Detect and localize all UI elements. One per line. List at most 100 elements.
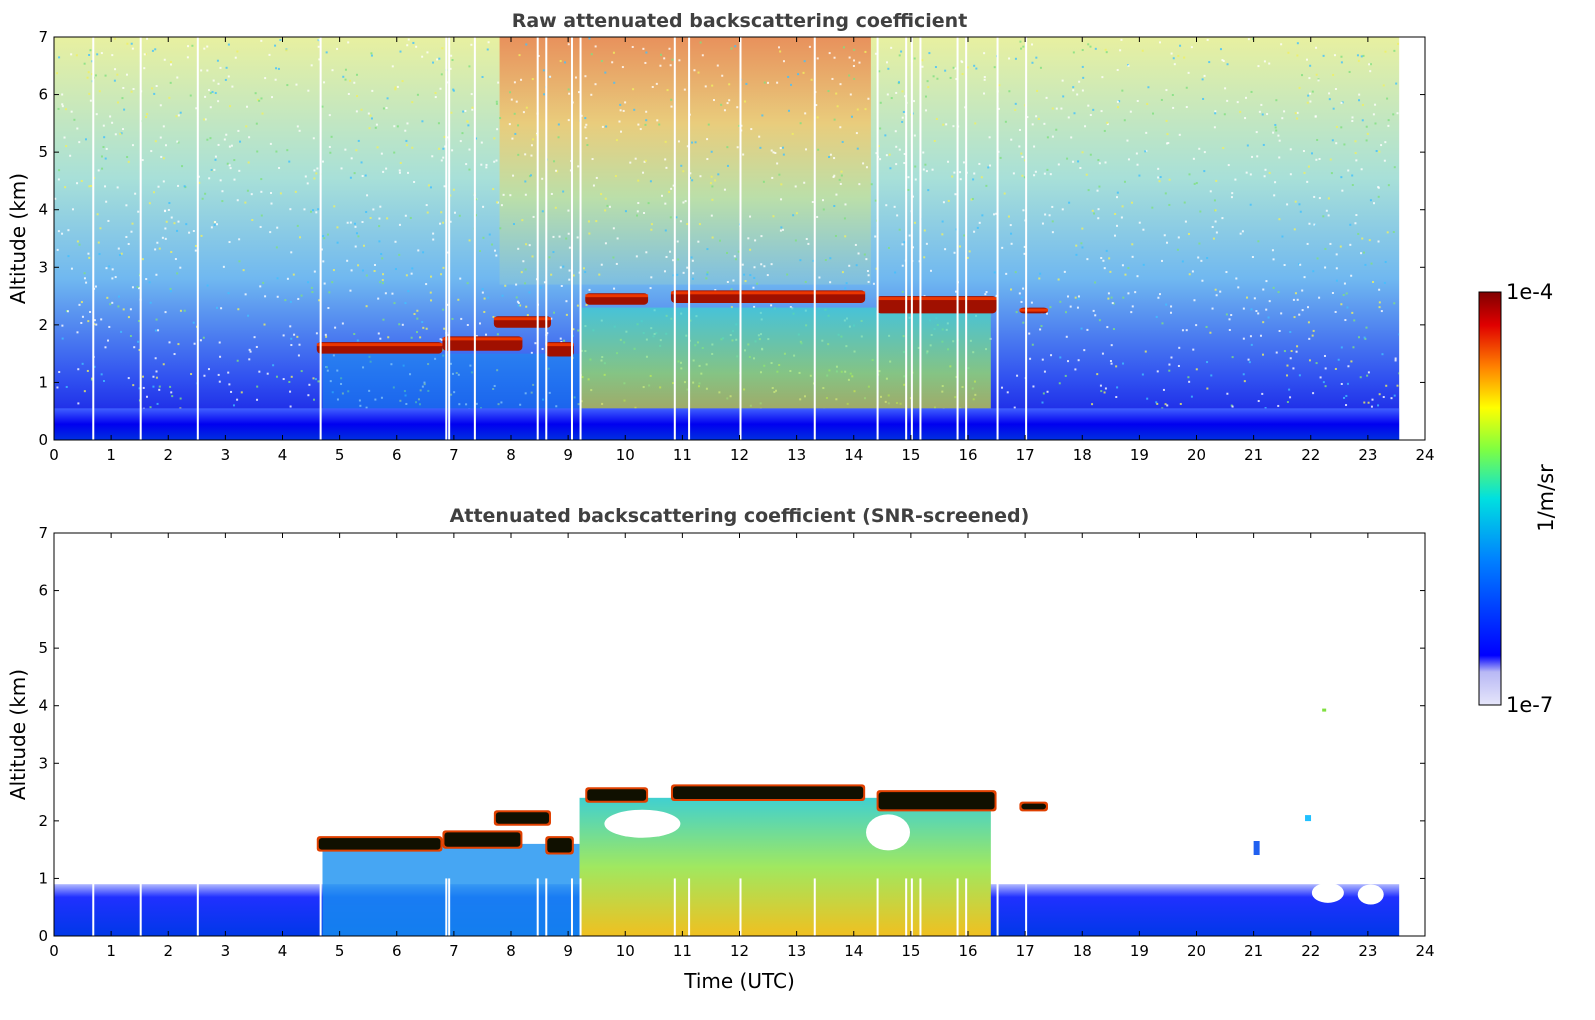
raw-noise-speckle — [458, 214, 461, 217]
raw-noise-speckle — [879, 101, 882, 104]
raw-noise-speckle — [732, 279, 735, 282]
raw-noise-speckle — [848, 74, 851, 77]
raw-noise-speckle — [528, 244, 531, 247]
raw-noise-speckle — [165, 220, 168, 223]
raw-noise-speckle — [238, 238, 241, 241]
raw-noise-speckle — [393, 151, 396, 154]
raw-noise-speckle — [1035, 56, 1038, 59]
raw-noise-speckle — [886, 61, 889, 64]
raw-noise-speckle — [1107, 297, 1110, 300]
raw-noise-speckle — [1311, 334, 1314, 337]
raw-noise-speckle — [296, 125, 299, 128]
raw-noise-speckle — [1310, 152, 1313, 155]
raw-noise-speckle — [410, 272, 413, 275]
raw-noise-speckle — [677, 140, 680, 143]
raw-noise-speckle — [57, 178, 60, 181]
screened-cloud-layer — [672, 786, 864, 799]
raw-noise-speckle — [877, 145, 880, 148]
raw-noise-speckle — [312, 398, 315, 401]
raw-noise-speckle — [664, 202, 667, 205]
raw-noise-speckle — [81, 315, 84, 318]
raw-noise-speckle — [588, 288, 591, 291]
raw-noise-speckle — [726, 280, 729, 283]
raw-noise-speckle — [1121, 89, 1124, 92]
raw-noise-speckle — [1351, 311, 1354, 314]
raw-noise-speckle — [117, 295, 120, 298]
colorbar-min-label: 1e-7 — [1506, 693, 1553, 717]
raw-noise-speckle — [1104, 48, 1107, 51]
raw-noise-speckle — [1206, 257, 1209, 260]
raw-noise-speckle — [127, 316, 130, 319]
raw-noise-speckle — [429, 186, 432, 189]
y-tick-label: 1 — [38, 869, 48, 887]
raw-noise-speckle — [659, 64, 662, 67]
raw-noise-speckle — [735, 258, 738, 261]
y-tick-label: 5 — [38, 639, 48, 657]
raw-noise-speckle — [248, 136, 251, 139]
raw-noise-speckle — [468, 239, 471, 242]
raw-noise-speckle — [1289, 148, 1292, 151]
raw-noise-speckle — [130, 42, 133, 45]
raw-noise-speckle — [1074, 368, 1077, 371]
raw-noise-speckle — [421, 120, 424, 123]
raw-noise-speckle — [1020, 47, 1023, 50]
screened-data-gap — [910, 878, 913, 936]
raw-noise-speckle — [318, 299, 321, 302]
raw-noise-speckle — [425, 283, 428, 286]
raw-noise-speckle — [611, 61, 614, 64]
raw-noise-speckle — [365, 274, 368, 277]
colorbar-unit-label: 1/m/sr — [1534, 464, 1558, 532]
raw-noise-speckle — [379, 337, 382, 340]
raw-noise-speckle — [1368, 63, 1371, 66]
raw-noise-speckle — [411, 146, 414, 149]
raw-noise-speckle — [1377, 240, 1380, 243]
raw-noise-speckle — [632, 88, 635, 91]
raw-noise-speckle — [1395, 82, 1398, 85]
raw-noise-speckle — [102, 146, 105, 149]
raw-noise-speckle — [334, 326, 337, 329]
raw-noise-speckle — [1226, 63, 1229, 66]
raw-data-gap — [319, 37, 322, 440]
raw-noise-speckle — [1380, 310, 1383, 313]
raw-noise-speckle — [660, 194, 663, 197]
raw-noise-speckle — [844, 235, 847, 238]
raw-noise-speckle — [874, 235, 877, 238]
raw-data-gap — [965, 37, 968, 440]
raw-noise-speckle — [1082, 76, 1085, 79]
raw-noise-speckle — [993, 271, 996, 274]
raw-noise-speckle — [998, 84, 1001, 87]
raw-noise-speckle — [328, 291, 331, 294]
raw-noise-speckle — [669, 250, 672, 253]
raw-noise-speckle — [316, 167, 319, 170]
raw-noise-speckle — [1249, 173, 1252, 176]
x-tick-label: 15 — [901, 446, 920, 464]
raw-noise-speckle — [349, 221, 352, 224]
raw-noise-speckle — [901, 243, 904, 246]
raw-noise-speckle — [1138, 221, 1141, 224]
raw-noise-speckle — [1266, 113, 1269, 116]
raw-noise-speckle — [284, 299, 287, 302]
raw-noise-speckle — [651, 85, 654, 88]
raw-noise-speckle — [779, 229, 782, 232]
raw-noise-speckle — [206, 284, 209, 287]
raw-noise-speckle — [584, 117, 587, 120]
raw-noise-speckle — [154, 248, 157, 251]
raw-noise-speckle — [689, 172, 692, 175]
raw-noise-speckle — [972, 178, 975, 181]
raw-noise-speckle — [1147, 86, 1150, 89]
raw-noise-speckle — [480, 163, 483, 166]
raw-noise-speckle — [452, 89, 455, 92]
raw-noise-speckle — [766, 274, 769, 277]
raw-noise-speckle — [315, 332, 318, 335]
raw-noise-speckle — [247, 161, 250, 164]
raw-noise-speckle — [1296, 345, 1299, 348]
raw-noise-speckle — [1008, 90, 1011, 93]
raw-noise-speckle — [336, 47, 339, 50]
raw-noise-speckle — [1219, 290, 1222, 293]
raw-noise-speckle — [1138, 174, 1141, 177]
raw-noise-speckle — [1169, 311, 1172, 314]
raw-noise-speckle — [893, 205, 896, 208]
raw-noise-speckle — [237, 308, 240, 311]
raw-noise-speckle — [156, 402, 159, 405]
raw-noise-speckle — [446, 251, 449, 254]
